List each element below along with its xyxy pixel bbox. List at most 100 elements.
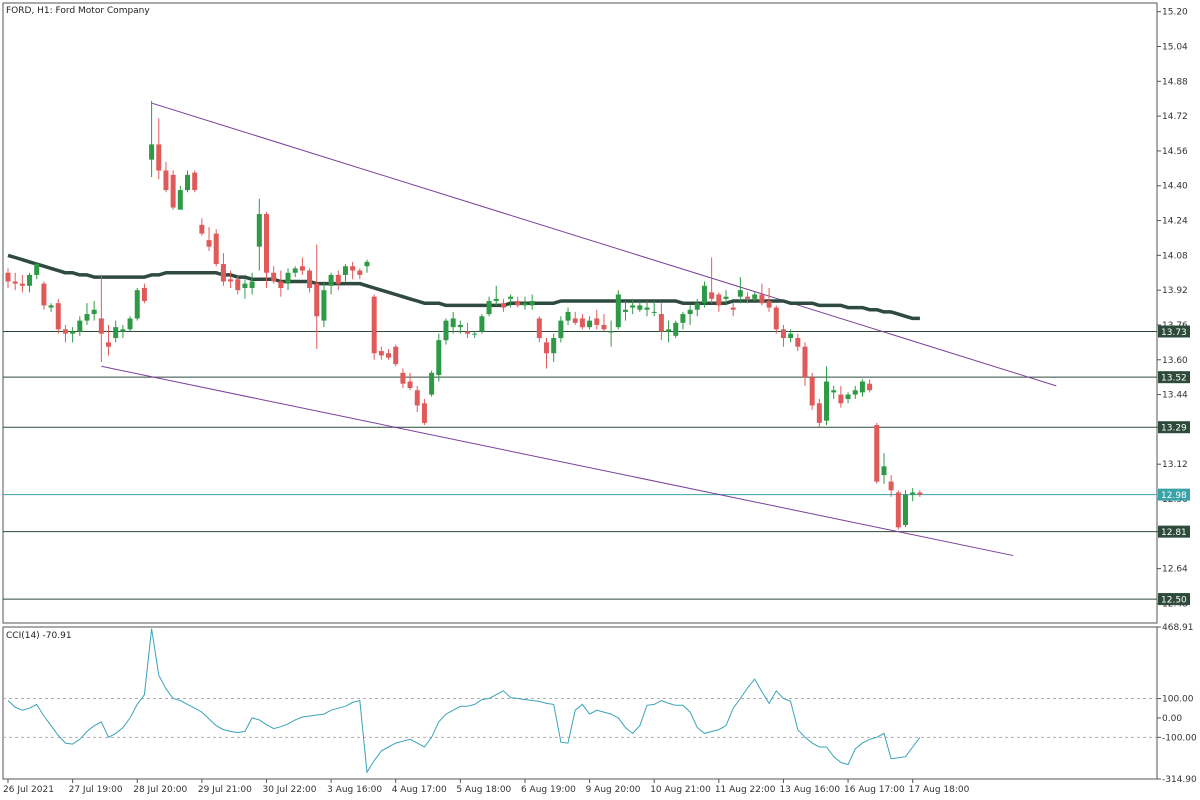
candle: [701, 281, 707, 308]
candle: [62, 324, 68, 343]
candle: [515, 296, 521, 308]
price-tick-label: 14.56: [1162, 147, 1188, 157]
candle-body: [19, 283, 25, 286]
candle-body: [479, 316, 485, 332]
candle-body: [77, 320, 83, 332]
candle-body: [608, 331, 614, 333]
candle: [601, 314, 607, 332]
candle: [529, 294, 535, 310]
symbol-label: FORD, H1: Ford Motor Company: [6, 6, 150, 16]
candle: [780, 324, 786, 347]
candle: [594, 309, 600, 330]
candle: [730, 303, 736, 317]
time-tick-label: 26 Jul 2021: [3, 785, 54, 795]
candle-body: [271, 272, 277, 282]
candle: [694, 298, 700, 317]
candles: [5, 100, 923, 530]
candle-body: [558, 320, 564, 339]
candle-body: [565, 311, 571, 321]
candle: [357, 268, 363, 280]
candle: [859, 379, 865, 397]
price-tick-label: 13.12: [1162, 460, 1188, 470]
candle: [759, 283, 765, 306]
candle-body: [249, 281, 255, 288]
time-tick-label: 29 Jul 21:00: [198, 785, 252, 795]
candle-body: [780, 329, 786, 339]
candle: [400, 368, 406, 389]
candle: [342, 264, 348, 282]
cci-panel: 468.91 100.00 0.00 -100.00 -314.90: [3, 623, 1197, 785]
level-badge-label: 13.29: [1161, 424, 1187, 434]
candle: [486, 296, 492, 317]
candle-body: [816, 403, 822, 423]
cci-tick-label: 100.00: [1162, 695, 1194, 705]
candle-body: [508, 296, 514, 299]
candle-body: [235, 279, 241, 291]
candle-body: [838, 394, 844, 404]
candle-body: [292, 268, 298, 273]
candle: [895, 490, 901, 530]
candle-body: [536, 318, 542, 339]
candle-body: [615, 294, 621, 328]
level-badge-bg: [1158, 525, 1190, 538]
candle: [457, 320, 463, 334]
candle: [242, 279, 248, 299]
candle: [55, 298, 61, 334]
candle-body: [522, 303, 528, 306]
price-tick-label: 12.64: [1162, 565, 1188, 575]
candle-body: [185, 174, 190, 191]
candle: [479, 314, 485, 334]
candle: [271, 266, 277, 284]
cci-tick-label: -314.90: [1162, 775, 1197, 785]
candle: [106, 324, 112, 356]
candle: [156, 118, 162, 180]
candle-body: [859, 381, 865, 393]
candle: [185, 170, 190, 193]
candle-body: [730, 307, 736, 310]
time-tick-label: 30 Jul 22:00: [262, 785, 316, 795]
candle-body: [587, 320, 593, 328]
level-badge-bg: [1158, 325, 1190, 338]
candle-body: [228, 279, 234, 282]
candle: [687, 305, 693, 325]
candle-body: [256, 214, 262, 247]
candle: [220, 253, 226, 286]
candle: [795, 333, 801, 352]
candle-body: [242, 283, 248, 288]
candle: [91, 301, 97, 321]
candle: [299, 257, 305, 275]
candle-body: [106, 342, 112, 347]
candle: [680, 311, 686, 330]
candle-body: [113, 327, 119, 339]
candle-body: [895, 492, 901, 528]
cci-line: [7, 628, 921, 774]
candle: [608, 320, 614, 347]
candle: [386, 348, 392, 360]
candle-body: [120, 329, 126, 332]
level-badge-label: 13.52: [1161, 374, 1187, 384]
candle: [436, 333, 442, 382]
candle-body: [673, 322, 679, 336]
candle-body: [824, 381, 830, 421]
candle-body: [436, 340, 442, 375]
candle: [120, 324, 126, 339]
candle-body: [170, 174, 176, 208]
candle: [177, 185, 183, 210]
candle: [421, 398, 427, 426]
candle-body: [809, 377, 815, 406]
candle: [228, 270, 234, 288]
candle-body: [328, 274, 334, 286]
candle: [903, 490, 908, 528]
candle: [910, 488, 916, 502]
candle: [465, 322, 471, 339]
candle-body: [737, 290, 743, 297]
candle-body: [594, 318, 600, 325]
candle-body: [903, 494, 908, 526]
candle-body: [278, 281, 284, 288]
candle-body: [371, 296, 377, 354]
candle: [881, 453, 887, 484]
price-tick-label: 13.60: [1162, 356, 1188, 366]
candle: [766, 287, 772, 312]
time-tick-label: 17 Aug 18:00: [909, 785, 970, 795]
